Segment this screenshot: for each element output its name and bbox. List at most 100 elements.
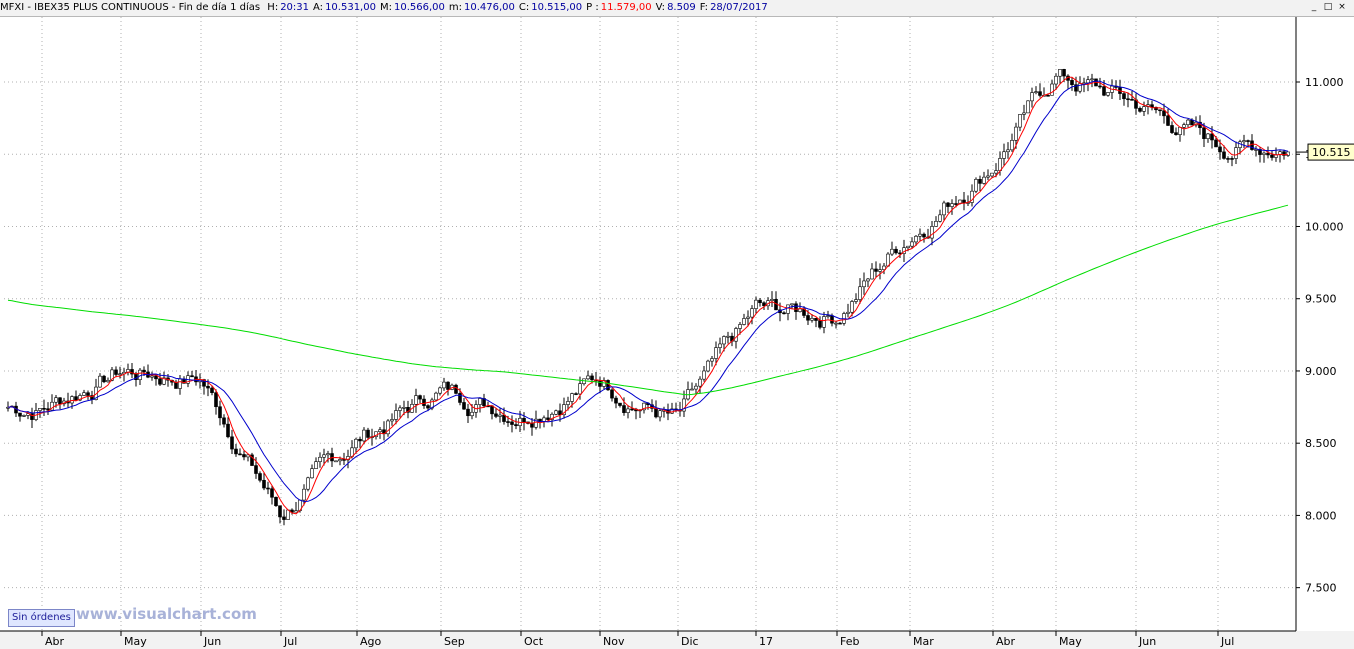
candle-body: [910, 241, 914, 247]
candle-body: [1286, 151, 1290, 156]
candle-body: [94, 386, 98, 400]
candle-body: [1234, 147, 1238, 159]
candle-body: [906, 245, 910, 248]
candle-body: [286, 509, 290, 520]
candle-body: [834, 322, 838, 325]
candle-body: [242, 454, 246, 458]
candle-body: [318, 456, 322, 462]
candle-body: [754, 299, 758, 309]
candle-body: [1074, 84, 1078, 92]
candle-body: [158, 378, 162, 385]
candle-body: [870, 268, 874, 280]
x-tick-label: Dic: [681, 635, 699, 648]
x-tick-label: 17: [759, 635, 773, 648]
candle-body: [506, 421, 510, 423]
candle-body: [558, 410, 562, 416]
candle-body: [978, 179, 982, 184]
candle-body: [574, 393, 578, 395]
candle-body: [1282, 151, 1286, 156]
candle-body: [1122, 93, 1126, 100]
candle-body: [414, 395, 418, 405]
plot-area: [4, 17, 1296, 631]
orders-button[interactable]: Sin órdenes: [8, 609, 75, 627]
y-tick-label: 10.000: [1305, 220, 1344, 233]
candle-body: [1242, 140, 1246, 143]
candle-body: [282, 516, 286, 520]
candle-body: [238, 453, 242, 456]
candle-body: [1230, 158, 1234, 160]
candle-body: [1142, 106, 1146, 112]
candle-body: [1046, 94, 1050, 97]
candle-body: [1246, 140, 1250, 142]
candle-body: [418, 395, 422, 400]
candle-body: [338, 459, 342, 462]
candle-body: [950, 203, 954, 207]
y-tick-label: 8.000: [1305, 509, 1337, 522]
candle-body: [894, 248, 898, 254]
candle-body: [394, 410, 398, 420]
candle-body: [1218, 146, 1222, 153]
candle-body: [1002, 151, 1006, 159]
candle-body: [1010, 140, 1014, 151]
candle-body: [922, 233, 926, 238]
candle-body: [718, 343, 722, 348]
x-tick-label: Jul: [283, 635, 297, 648]
x-tick-label: Abr: [45, 635, 65, 648]
candle-body: [458, 393, 462, 403]
candle-body: [206, 385, 210, 389]
candle-body: [714, 347, 718, 359]
candle-body: [862, 280, 866, 288]
candle-body: [438, 387, 442, 394]
close-icon[interactable]: ×: [1338, 2, 1346, 12]
candle-body: [466, 408, 470, 417]
y-tick-label: 8.500: [1305, 437, 1337, 450]
candle-body: [366, 429, 370, 438]
candle-body: [70, 396, 74, 404]
candle-body: [962, 199, 966, 203]
candle-body: [1154, 106, 1158, 111]
candle-body: [998, 158, 1002, 171]
candle-body: [982, 176, 986, 184]
candle-body: [882, 265, 886, 270]
candle-body: [54, 397, 58, 403]
candle-body: [1034, 91, 1038, 93]
candle-body: [854, 299, 858, 302]
candle-body: [1226, 158, 1230, 160]
candle-body: [290, 509, 294, 513]
last-price-label: 10.515: [1312, 146, 1351, 159]
candle-body: [1166, 115, 1170, 126]
candle-body: [18, 412, 22, 417]
candle-body: [74, 396, 78, 401]
candle-body: [1098, 85, 1102, 88]
candle-body: [762, 302, 766, 307]
candle-body: [42, 407, 46, 410]
candle-body: [1054, 75, 1058, 85]
header-field-value: 10.515,00: [531, 2, 583, 13]
candle-body: [970, 190, 974, 203]
candle-body: [630, 408, 634, 411]
candle-body: [442, 381, 446, 389]
header-field-value: 10.531,00: [325, 2, 376, 13]
candle-body: [114, 369, 118, 375]
x-tick-label: May: [1059, 635, 1082, 648]
candle-body: [510, 421, 514, 425]
candle-body: [1158, 109, 1162, 112]
candle-body: [1162, 110, 1166, 117]
candle-body: [358, 438, 362, 442]
candle-body: [758, 299, 762, 304]
candle-body: [462, 402, 466, 410]
candle-body: [734, 328, 738, 342]
header-field-value: 8.509: [667, 2, 696, 13]
candle-body: [154, 375, 158, 380]
candle-body: [578, 383, 582, 395]
candle-body: [1182, 124, 1186, 128]
minimize-icon[interactable]: _: [1311, 2, 1317, 12]
candle-body: [1206, 133, 1210, 139]
restore-icon[interactable]: □: [1323, 2, 1333, 12]
candle-body: [994, 170, 998, 174]
x-tick-label: Mar: [913, 635, 934, 648]
candle-body: [1254, 149, 1258, 151]
candle-body: [1070, 80, 1074, 85]
x-tick-label: Nov: [603, 635, 625, 648]
